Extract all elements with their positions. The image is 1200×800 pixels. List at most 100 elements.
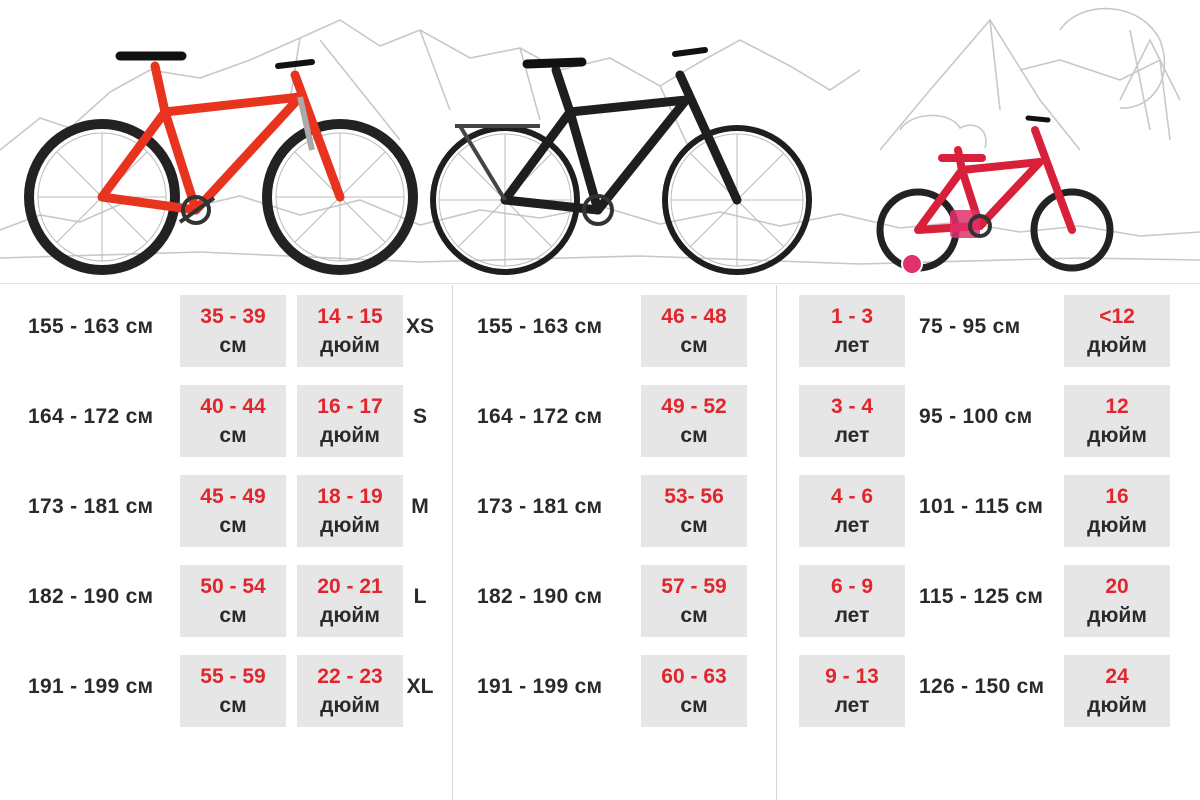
kids-wheel-size: 16 дюйм bbox=[1064, 475, 1170, 547]
mtb-frame-inch: 18 - 19 дюйм bbox=[297, 475, 403, 547]
table-row: 182 - 190 см 50 - 54 см 20 - 21 дюйм L 182 - 1… bbox=[0, 565, 1200, 637]
city-frame-cm-unit: см bbox=[680, 694, 708, 717]
kids-age-unit: лет bbox=[834, 334, 870, 357]
mtb-frame-inch: 22 - 23 дюйм bbox=[297, 655, 403, 727]
kids-wheel-size-value: 12 bbox=[1105, 395, 1129, 418]
city-rider-height: 155 - 163 см bbox=[477, 315, 603, 338]
mtb-frame-inch-value: 22 - 23 bbox=[317, 665, 383, 688]
mtb-frame-inch-unit: дюйм bbox=[320, 604, 380, 627]
kids-wheel-size: 20 дюйм bbox=[1064, 565, 1170, 637]
mtb-frame-cm-value: 55 - 59 bbox=[200, 665, 266, 688]
city-frame-cm-unit: см bbox=[680, 424, 708, 447]
city-frame-cm-value: 60 - 63 bbox=[661, 665, 727, 688]
kids-wheel-size-unit: дюйм bbox=[1087, 424, 1147, 447]
mtb-frame-inch-unit: дюйм bbox=[320, 334, 380, 357]
kids-height: 75 - 95 см bbox=[919, 315, 1021, 338]
kids-wheel-size-value: 24 bbox=[1105, 665, 1129, 688]
mtb-frame-cm-value: 35 - 39 bbox=[200, 305, 266, 328]
kids-wheel-size: 24 дюйм bbox=[1064, 655, 1170, 727]
city-frame-cm: 49 - 52 см bbox=[641, 385, 747, 457]
mtb-frame-cm-unit: см bbox=[219, 424, 247, 447]
kids-height: 126 - 150 см bbox=[919, 675, 1045, 698]
mtb-frame-inch-unit: дюйм bbox=[320, 424, 380, 447]
kids-wheel-size-unit: дюйм bbox=[1087, 604, 1147, 627]
city-frame-cm-unit: см bbox=[680, 514, 708, 537]
kids-age: 3 - 4 лет bbox=[799, 385, 905, 457]
mtb-rider-height: 191 - 199 см bbox=[28, 675, 154, 698]
city-rider-height: 182 - 190 см bbox=[477, 585, 603, 608]
kids-age-value: 4 - 6 bbox=[830, 485, 874, 508]
city-frame-cm-value: 57 - 59 bbox=[661, 575, 727, 598]
kids-wheel-size-value: <12 bbox=[1099, 305, 1135, 328]
mtb-frame-inch-value: 14 - 15 bbox=[317, 305, 383, 328]
mtb-rider-height: 164 - 172 см bbox=[28, 405, 154, 428]
city-frame-cm-unit: см bbox=[680, 604, 708, 627]
kids-age: 6 - 9 лет bbox=[799, 565, 905, 637]
kids-age-value: 6 - 9 bbox=[830, 575, 874, 598]
city-frame-cm-value: 49 - 52 bbox=[661, 395, 727, 418]
kids-wheel-size: <12 дюйм bbox=[1064, 295, 1170, 367]
column-divider-2 bbox=[776, 285, 777, 800]
kids-age-unit: лет bbox=[834, 604, 870, 627]
city-rider-height: 191 - 199 см bbox=[477, 675, 603, 698]
mtb-frame-cm: 40 - 44 см bbox=[180, 385, 286, 457]
mtb-frame-size: XS bbox=[405, 315, 434, 338]
mtb-frame-inch-value: 20 - 21 bbox=[317, 575, 383, 598]
kids-wheel-size-value: 16 bbox=[1105, 485, 1129, 508]
mountain-bike-icon bbox=[24, 51, 418, 275]
city-frame-cm: 57 - 59 см bbox=[641, 565, 747, 637]
mtb-rider-height: 155 - 163 см bbox=[28, 315, 154, 338]
kids-wheel-size-unit: дюйм bbox=[1087, 514, 1147, 537]
city-frame-cm: 46 - 48 см bbox=[641, 295, 747, 367]
mtb-frame-inch: 20 - 21 дюйм bbox=[297, 565, 403, 637]
table-row: 191 - 199 см 55 - 59 см 22 - 23 дюйм XL 191 - … bbox=[0, 655, 1200, 727]
kids-wheel-size-unit: дюйм bbox=[1087, 694, 1147, 717]
table-row: 164 - 172 см 40 - 44 см 16 - 17 дюйм S 164 - 1… bbox=[0, 385, 1200, 457]
table-top-divider bbox=[0, 283, 1200, 284]
mtb-frame-cm-value: 45 - 49 bbox=[200, 485, 266, 508]
kids-age: 1 - 3 лет bbox=[799, 295, 905, 367]
kids-age-value: 1 - 3 bbox=[830, 305, 874, 328]
kids-height: 101 - 115 см bbox=[919, 495, 1044, 518]
mtb-frame-inch: 16 - 17 дюйм bbox=[297, 385, 403, 457]
mtb-frame-cm-value: 50 - 54 bbox=[200, 575, 266, 598]
city-frame-cm-value: 53- 56 bbox=[664, 485, 724, 508]
mtb-frame-cm: 35 - 39 см bbox=[180, 295, 286, 367]
column-divider-1 bbox=[452, 285, 453, 800]
kids-wheel-size: 12 дюйм bbox=[1064, 385, 1170, 457]
mtb-frame-inch: 14 - 15 дюйм bbox=[297, 295, 403, 367]
mtb-frame-size: S bbox=[412, 405, 427, 428]
city-rider-height: 173 - 181 см bbox=[477, 495, 603, 518]
mtb-frame-size: XL bbox=[406, 675, 434, 698]
kids-wheel-size-value: 20 bbox=[1105, 575, 1129, 598]
mtb-frame-inch-value: 18 - 19 bbox=[317, 485, 383, 508]
kids-age-unit: лет bbox=[834, 514, 870, 537]
kids-age-unit: лет bbox=[834, 424, 870, 447]
city-bike-icon bbox=[430, 47, 812, 275]
mtb-frame-size: M bbox=[411, 495, 429, 518]
mtb-frame-cm: 45 - 49 см bbox=[180, 475, 286, 547]
city-frame-cm-unit: см bbox=[680, 334, 708, 357]
kids-age-value: 3 - 4 bbox=[830, 395, 874, 418]
kids-age: 9 - 13 лет bbox=[799, 655, 905, 727]
mtb-frame-cm-value: 40 - 44 bbox=[200, 395, 266, 418]
city-rider-height: 164 - 172 см bbox=[477, 405, 603, 428]
mtb-frame-cm: 50 - 54 см bbox=[180, 565, 286, 637]
city-frame-cm: 53- 56 см bbox=[641, 475, 747, 547]
table-row: 155 - 163 см 35 - 39 см 14 - 15 дюйм XS 155 - … bbox=[0, 295, 1200, 367]
mtb-frame-cm-unit: см bbox=[219, 694, 247, 717]
mtb-frame-size: L bbox=[413, 585, 427, 608]
mtb-frame-cm-unit: см bbox=[219, 334, 247, 357]
mtb-frame-cm-unit: см bbox=[219, 514, 247, 537]
city-frame-cm: 60 - 63 см bbox=[641, 655, 747, 727]
kids-age-value: 9 - 13 bbox=[825, 665, 879, 688]
mtb-rider-height: 173 - 181 см bbox=[28, 495, 154, 518]
kids-wheel-size-unit: дюйм bbox=[1087, 334, 1147, 357]
kids-bike-icon bbox=[876, 115, 1114, 275]
kids-height: 115 - 125 см bbox=[919, 585, 1044, 608]
kids-height: 95 - 100 см bbox=[919, 405, 1033, 428]
city-frame-cm-value: 46 - 48 bbox=[661, 305, 727, 328]
mtb-frame-cm: 55 - 59 см bbox=[180, 655, 286, 727]
mtb-rider-height: 182 - 190 см bbox=[28, 585, 154, 608]
table-row: 173 - 181 см 45 - 49 см 18 - 19 дюйм M 173 - 1… bbox=[0, 475, 1200, 547]
